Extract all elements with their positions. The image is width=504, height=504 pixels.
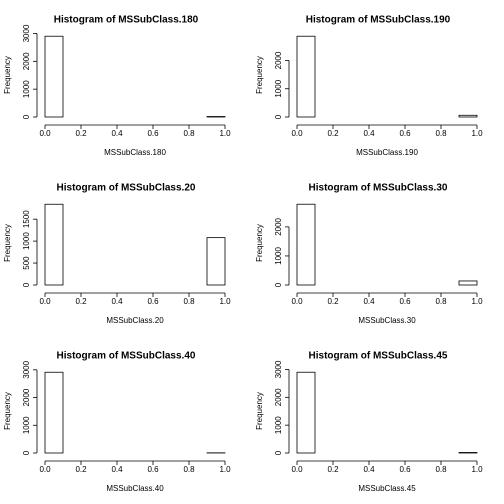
bar [458,280,478,286]
y-axis-label: Frequency [3,56,12,94]
x-tick-label: 0.4 [111,465,123,474]
x-tick-label: 0.0 [291,465,303,474]
x-tick-label: 0.4 [111,297,123,306]
x-axis-label: MSSubClass.40 [106,484,164,493]
y-tick-label: 0 [22,282,31,287]
x-tick-label: 0.6 [399,297,411,306]
y-tick-label: 2000 [22,52,31,70]
x-tick-label: 0.2 [75,465,87,474]
y-tick-label: 0 [22,114,31,119]
y-tick-label: 0 [274,282,283,287]
y-axis-label: Frequency [3,392,12,430]
bar [458,114,478,118]
x-tick-label: 0.6 [147,465,159,474]
y-axis-label: Frequency [255,224,264,262]
y-tick-label: 2000 [274,217,283,235]
bar [458,452,478,454]
y-tick-label: 3000 [22,360,31,378]
x-tick-label: 0.4 [111,129,123,138]
y-tick-label: 1000 [274,246,283,264]
x-tick-label: 0.8 [183,465,195,474]
y-tick-label: 2000 [274,51,283,69]
x-tick-label: 0.2 [327,129,339,138]
y-tick-label: 3000 [22,24,31,42]
x-tick-label: 0.0 [39,465,51,474]
x-tick-label: 0.6 [399,129,411,138]
chart-title: Histogram of MSSubClass.180 [54,15,199,26]
x-tick-label: 0.6 [147,129,159,138]
x-tick-label: 1.0 [219,465,231,474]
bar [44,35,64,118]
y-axis-label: Frequency [3,224,12,262]
x-tick-label: 0.2 [75,297,87,306]
y-tick-label: 0 [22,450,31,455]
y-tick-label: 1500 [22,210,31,228]
x-tick-label: 0.6 [147,297,159,306]
bar [44,203,64,286]
x-axis-label: MSSubClass.30 [358,316,416,325]
x-tick-label: 0.2 [75,129,87,138]
chart-title: Histogram of MSSubClass.20 [57,183,196,194]
y-tick-label: 3000 [274,360,283,378]
x-tick-label: 0.8 [183,129,195,138]
y-tick-label: 0 [274,450,283,455]
x-tick-label: 0.0 [39,129,51,138]
x-axis-label: MSSubClass.190 [356,148,418,157]
y-tick-label: 1000 [22,232,31,250]
y-tick-label: 1000 [274,79,283,97]
x-tick-label: 0.8 [435,297,447,306]
y-axis-label: Frequency [255,56,264,94]
y-tick-label: 1000 [22,80,31,98]
chart-title: Histogram of MSSubClass.190 [306,15,451,26]
y-tick-label: 2000 [274,388,283,406]
x-tick-label: 0.6 [399,465,411,474]
chart-title: Histogram of MSSubClass.30 [309,183,448,194]
x-tick-label: 0.4 [363,129,375,138]
bar [296,371,316,454]
x-axis-label: MSSubClass.20 [106,316,164,325]
x-tick-label: 0.8 [435,465,447,474]
x-tick-label: 1.0 [471,297,483,306]
x-tick-label: 0.2 [327,465,339,474]
y-tick-label: 1000 [22,416,31,434]
bar [206,237,226,286]
x-tick-label: 0.0 [39,297,51,306]
x-axis-label: MSSubClass.180 [104,148,166,157]
x-tick-label: 0.4 [363,297,375,306]
x-tick-label: 1.0 [471,129,483,138]
x-tick-label: 0.2 [327,297,339,306]
y-tick-label: 1000 [274,416,283,434]
x-tick-label: 0.8 [183,297,195,306]
x-axis-label: MSSubClass.45 [358,484,416,493]
x-tick-label: 1.0 [471,465,483,474]
y-tick-label: 0 [274,114,283,119]
chart-title: Histogram of MSSubClass.45 [309,351,448,362]
y-tick-label: 500 [22,256,31,270]
bar [296,203,316,286]
chart-title: Histogram of MSSubClass.40 [57,351,196,362]
y-tick-label: 2000 [22,388,31,406]
bar [296,35,316,118]
x-tick-label: 0.0 [291,297,303,306]
x-tick-label: 0.0 [291,129,303,138]
x-tick-label: 1.0 [219,297,231,306]
x-tick-label: 0.8 [435,129,447,138]
x-tick-label: 0.4 [363,465,375,474]
x-tick-label: 1.0 [219,129,231,138]
y-axis-label: Frequency [255,392,264,430]
bar [44,371,64,454]
